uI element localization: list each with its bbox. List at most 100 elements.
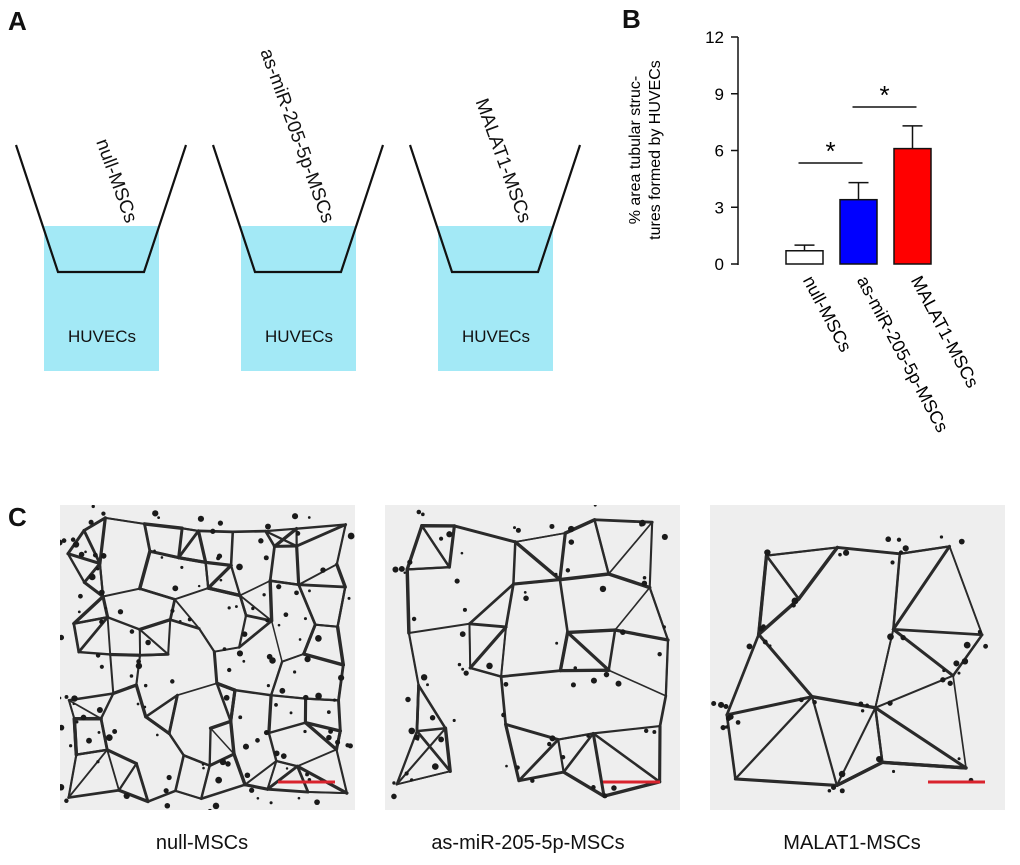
tube-segment bbox=[144, 715, 171, 736]
cell-dot bbox=[838, 770, 846, 778]
cell-dot bbox=[885, 536, 892, 543]
tube-segment bbox=[405, 567, 411, 635]
cell-dot bbox=[429, 715, 436, 721]
cell-dot bbox=[71, 695, 78, 702]
cell-dot bbox=[724, 725, 729, 729]
tube-segment bbox=[337, 663, 345, 702]
tube-segment bbox=[558, 572, 611, 582]
insert-label: as-miR-205-5p-MSCs bbox=[255, 46, 338, 226]
transwell-2: HUVECs as-miR-205-5p-MSCs bbox=[211, 46, 385, 371]
cell-dot bbox=[157, 516, 161, 520]
cell-dot bbox=[262, 593, 266, 597]
cell-dot bbox=[977, 629, 982, 634]
huvecs-label: HUVECs bbox=[68, 327, 136, 346]
cell-dot bbox=[503, 681, 509, 687]
cell-dot bbox=[105, 734, 113, 741]
cell-dot bbox=[515, 527, 521, 533]
cell-dot bbox=[459, 631, 466, 637]
cell-dot bbox=[78, 593, 83, 599]
tube-segment bbox=[592, 732, 605, 797]
cell-dot bbox=[263, 555, 269, 561]
cell-dot bbox=[256, 797, 260, 800]
insert-label: null-MSCs bbox=[91, 136, 141, 226]
insert-label: MALAT1-MSCs bbox=[471, 96, 535, 226]
tube-segment bbox=[891, 544, 952, 631]
cell-dot bbox=[568, 525, 575, 533]
significance-marker: * bbox=[879, 80, 889, 110]
cell-dot bbox=[554, 572, 558, 576]
insert-outline bbox=[14, 144, 188, 274]
cell-dot bbox=[283, 612, 289, 618]
cell-dot bbox=[266, 684, 270, 688]
cell-dot bbox=[661, 533, 668, 540]
tube-segment bbox=[335, 562, 347, 589]
cell-dot bbox=[391, 793, 397, 800]
cell-dot bbox=[217, 520, 224, 526]
tube-segment bbox=[67, 699, 76, 720]
tube-segment bbox=[266, 759, 278, 791]
bar-2 bbox=[839, 198, 878, 265]
x-tick-label: null-MSCs bbox=[799, 272, 856, 355]
tube-segment bbox=[174, 754, 185, 792]
cell-dot bbox=[136, 659, 142, 664]
cell-dot bbox=[212, 802, 220, 810]
transwell-1: HUVECs null-MSCs bbox=[14, 136, 188, 371]
cell-dot bbox=[152, 510, 159, 517]
cell-dot bbox=[890, 560, 895, 565]
tube-segment bbox=[591, 732, 661, 784]
tube-segment bbox=[504, 722, 521, 783]
y-tick-label: 0 bbox=[715, 255, 724, 274]
cell-dot bbox=[61, 538, 67, 543]
cell-dot bbox=[939, 535, 944, 539]
cell-dot bbox=[858, 701, 864, 707]
cell-dot bbox=[505, 764, 508, 768]
tube-segment bbox=[558, 531, 567, 582]
tube-segment bbox=[237, 619, 274, 649]
cell-dot bbox=[720, 724, 726, 731]
huvecs-label: HUVECs bbox=[265, 327, 333, 346]
tube-segment bbox=[232, 752, 247, 787]
cell-dot bbox=[88, 573, 96, 581]
cell-dot bbox=[615, 680, 622, 687]
cell-dot bbox=[602, 793, 608, 799]
tube-segment bbox=[469, 666, 503, 678]
cell-dot bbox=[223, 694, 230, 701]
cell-dot bbox=[304, 656, 311, 663]
tube-segment bbox=[135, 683, 147, 718]
tube-segment bbox=[67, 748, 109, 799]
cell-dot bbox=[947, 680, 953, 686]
culture-medium bbox=[438, 226, 553, 371]
tube-segment bbox=[468, 582, 515, 626]
tube-segment bbox=[407, 622, 471, 635]
cell-dot bbox=[242, 743, 250, 750]
tube-segment bbox=[239, 579, 272, 597]
tube-segment bbox=[303, 721, 342, 733]
tube-segment bbox=[407, 631, 420, 687]
cell-dot bbox=[178, 620, 182, 623]
tube-segment bbox=[169, 618, 201, 630]
tube-segment bbox=[898, 545, 951, 555]
cell-dot bbox=[725, 715, 732, 721]
cell-dot bbox=[202, 766, 205, 770]
tubular-network bbox=[725, 544, 984, 788]
cell-dot bbox=[86, 737, 92, 744]
cell-dot bbox=[896, 537, 902, 542]
tube-segment bbox=[811, 695, 877, 709]
tube-segment bbox=[566, 628, 617, 634]
cell-dot bbox=[421, 512, 425, 517]
cell-dot bbox=[153, 549, 156, 553]
caption-malat1-mscs: MALAT1-MSCs bbox=[783, 832, 921, 854]
tubular-network bbox=[66, 516, 349, 804]
tube-segment bbox=[517, 771, 565, 782]
tube-segment bbox=[810, 695, 838, 787]
tube-segment bbox=[206, 586, 242, 598]
cell-dot bbox=[315, 692, 322, 700]
tube-segment bbox=[297, 583, 317, 626]
tube-segment bbox=[118, 762, 138, 792]
cell-dot bbox=[642, 575, 647, 580]
cell-dot bbox=[222, 647, 227, 652]
tube-segment bbox=[880, 760, 968, 770]
panel-a-diagram: HUVECsnull-MSCsHUVECsas-miR-205-5p-MSCsH… bbox=[14, 46, 582, 371]
tube-segment bbox=[138, 618, 172, 632]
cell-dot bbox=[983, 643, 989, 649]
